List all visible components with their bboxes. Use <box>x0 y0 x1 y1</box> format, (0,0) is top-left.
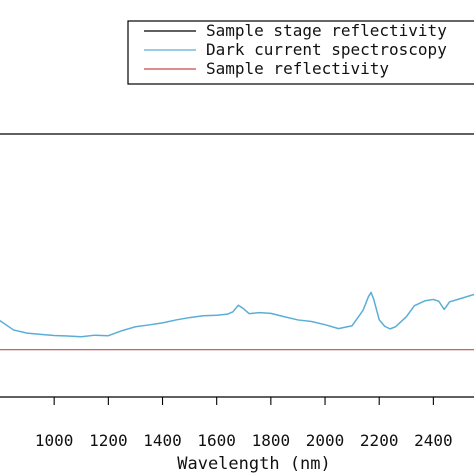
legend-item-sample-reflectivity-label: Sample reflectivity <box>206 59 389 78</box>
x-tick-label-1800: 1800 <box>252 431 291 450</box>
x-axis: 1000 1200 1400 1600 1800 2000 2200 2400 <box>0 396 474 450</box>
plot-area <box>0 133 474 351</box>
legend-item-dark-current-spectroscopy-label: Dark current spectroscopy <box>206 40 447 59</box>
x-tick-label-2200: 2200 <box>360 431 399 450</box>
x-tick-label-1600: 1600 <box>197 431 236 450</box>
x-tick-label-1000: 1000 <box>35 431 74 450</box>
x-axis-title: Wavelength (nm) <box>177 454 331 474</box>
x-tick-label-2400: 2400 <box>414 431 453 450</box>
dark-current-spectroscopy-line <box>0 291 474 338</box>
legend-item-sample-stage-reflectivity-label: Sample stage reflectivity <box>206 21 447 40</box>
x-tick-label-1400: 1400 <box>143 431 182 450</box>
x-tick-label-2000: 2000 <box>306 431 345 450</box>
x-tick-label-1200: 1200 <box>89 431 128 450</box>
